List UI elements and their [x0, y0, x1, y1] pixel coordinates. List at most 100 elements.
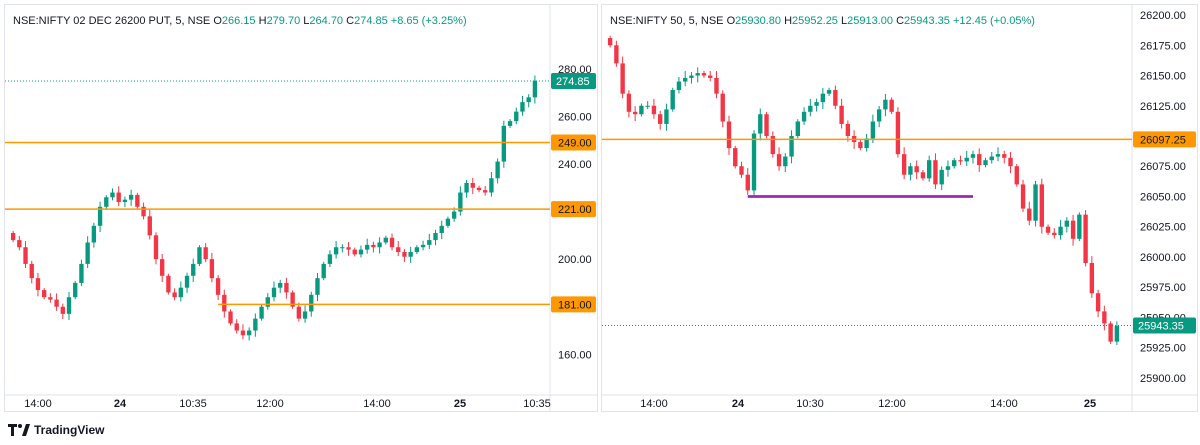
candle-body	[321, 263, 326, 279]
legend-close: 25943.35	[904, 15, 950, 27]
candle-body	[122, 199, 128, 203]
candle-body	[639, 105, 644, 115]
candle-body	[958, 160, 963, 162]
candle-body	[48, 297, 53, 300]
candle-body	[222, 294, 227, 312]
candle-body	[801, 111, 807, 122]
candle-body	[420, 244, 426, 248]
candle-body	[91, 225, 97, 243]
candle-body	[302, 311, 308, 319]
x-tick-label: 10:30	[796, 398, 824, 410]
index-chart-panel[interactable]: 26200.0026175.0026150.0026125.0026100.00…	[601, 4, 1198, 412]
candle-body	[745, 174, 750, 191]
x-tick-label: 14:00	[363, 398, 391, 410]
candle-body	[495, 161, 500, 179]
last-price-box	[551, 73, 596, 90]
legend-low-label: L	[841, 15, 848, 27]
legend-high-label: H	[258, 15, 267, 27]
candle-body	[739, 166, 744, 175]
candle-body	[683, 77, 688, 82]
candle-body	[789, 136, 794, 157]
candle-body	[352, 249, 357, 255]
candle-body	[141, 206, 146, 217]
candle-body	[358, 249, 364, 255]
candle-body	[184, 275, 190, 288]
candle-body	[191, 263, 196, 276]
index-chart-svg[interactable]: 26200.0026175.0026150.0026125.0026100.00…	[602, 5, 1197, 411]
level-label-box	[551, 201, 596, 218]
option-chart-panel[interactable]: 280.00260.00240.00220.00200.00180.00160.…	[4, 4, 598, 412]
candle-body	[714, 77, 719, 94]
candle-body	[526, 97, 531, 103]
candle-body	[795, 121, 801, 136]
candle-body	[234, 323, 239, 331]
candle-body	[632, 111, 638, 115]
candle-body	[689, 75, 694, 78]
candle-body	[995, 154, 1001, 157]
candle-body	[1002, 154, 1007, 158]
x-tick-label: 14:00	[640, 398, 668, 410]
candle-body	[977, 154, 982, 166]
candle-body	[215, 278, 221, 295]
candle-body	[952, 160, 957, 167]
candle-body	[178, 287, 183, 298]
candle-body	[1008, 157, 1013, 167]
candle-body	[228, 311, 233, 324]
candle-body	[445, 218, 451, 226]
candle-body	[203, 247, 208, 260]
option-chart-svg[interactable]: 280.00260.00240.00220.00200.00180.00160.…	[5, 5, 597, 411]
candle-body	[1083, 214, 1088, 263]
level-label-box	[551, 296, 596, 313]
y-tick-label: 26000.00	[1140, 252, 1186, 264]
candle-body	[365, 244, 370, 250]
candle-body	[1070, 220, 1076, 239]
candle-body	[758, 114, 763, 134]
legend-low: 264.70	[309, 15, 344, 27]
index-chart-legend: NSE:NIFTY 50, 5, NSE O25930.80 H25952.25…	[610, 15, 1035, 27]
candle-body	[278, 282, 283, 288]
legend-high: 25952.25	[792, 15, 838, 27]
tradingview-brand[interactable]: TradingView	[8, 423, 104, 437]
y-tick-label: 25900.00	[1140, 373, 1186, 385]
candle-body	[926, 160, 932, 179]
candle-body	[371, 244, 376, 248]
candle-body	[1058, 226, 1063, 236]
candle-body	[676, 81, 682, 91]
candle-body	[41, 290, 47, 298]
candle-body	[808, 105, 813, 112]
legend-symbol: NSE:NIFTY 50, 5, NSE	[610, 15, 724, 27]
x-tick-label: 12:00	[878, 398, 906, 410]
candle-body	[402, 252, 407, 257]
candle-body	[135, 194, 140, 207]
candle-body	[377, 242, 382, 248]
candle-body	[532, 80, 538, 98]
candle-body	[476, 187, 482, 191]
candle-body	[1045, 226, 1051, 233]
candle-body	[35, 278, 41, 291]
candle-body	[726, 121, 732, 149]
candle-body	[764, 114, 769, 136]
candle-body	[10, 232, 16, 241]
candle-body	[296, 306, 302, 319]
x-tick-label: 10:35	[179, 398, 207, 410]
candle-body	[271, 287, 277, 298]
candle-body	[701, 73, 707, 76]
candle-body	[104, 197, 109, 207]
candle-body	[396, 247, 401, 252]
candle-body	[507, 121, 513, 126]
y-tick-label: 260.00	[558, 111, 592, 123]
candle-body	[1027, 208, 1032, 221]
candle-body	[983, 160, 988, 166]
candle-body	[73, 282, 78, 298]
legend-open-label: O	[726, 15, 736, 27]
candle-body	[327, 254, 333, 264]
candle-body	[945, 166, 951, 170]
candle-body	[514, 111, 519, 122]
candle-body	[172, 292, 177, 298]
tradingview-logo-icon	[8, 424, 30, 436]
candle-body	[870, 121, 876, 139]
candle-body	[470, 183, 475, 188]
last-price-label: 25943.35	[1138, 320, 1184, 332]
candle-body	[240, 330, 246, 336]
candle-body	[1095, 293, 1101, 312]
